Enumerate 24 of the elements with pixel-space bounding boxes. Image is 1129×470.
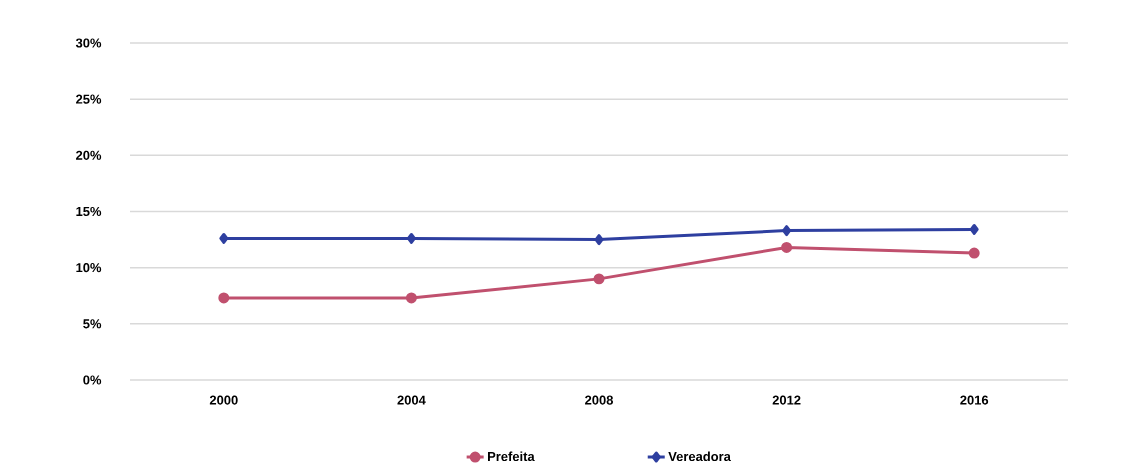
x-tick-label: 2012 (772, 395, 801, 405)
point (405, 292, 417, 304)
x-tick-label: 2008 (585, 395, 614, 405)
y-tick-label: 10% (76, 263, 102, 273)
x-tick-label: 2000 (209, 395, 238, 405)
point (782, 225, 792, 237)
x-tick-label: 2016 (960, 395, 989, 405)
legend-label: Prefeita (488, 451, 535, 462)
point (594, 234, 604, 246)
point (406, 232, 416, 244)
y-tick-label: 15% (76, 206, 102, 217)
point (218, 292, 230, 304)
point (219, 232, 229, 244)
x-tick-label: 2004 (397, 395, 426, 405)
y-tick-label: 20% (76, 150, 102, 160)
y-tick-label: 5% (83, 319, 102, 329)
y-tick-label: 0% (83, 375, 102, 385)
point (968, 247, 980, 259)
legend-label: Vereadora (668, 451, 731, 462)
point (781, 241, 793, 253)
point (593, 273, 605, 285)
point (969, 223, 979, 235)
y-tick-label: 30% (75, 38, 102, 48)
y-tick-label: 25% (76, 94, 102, 104)
